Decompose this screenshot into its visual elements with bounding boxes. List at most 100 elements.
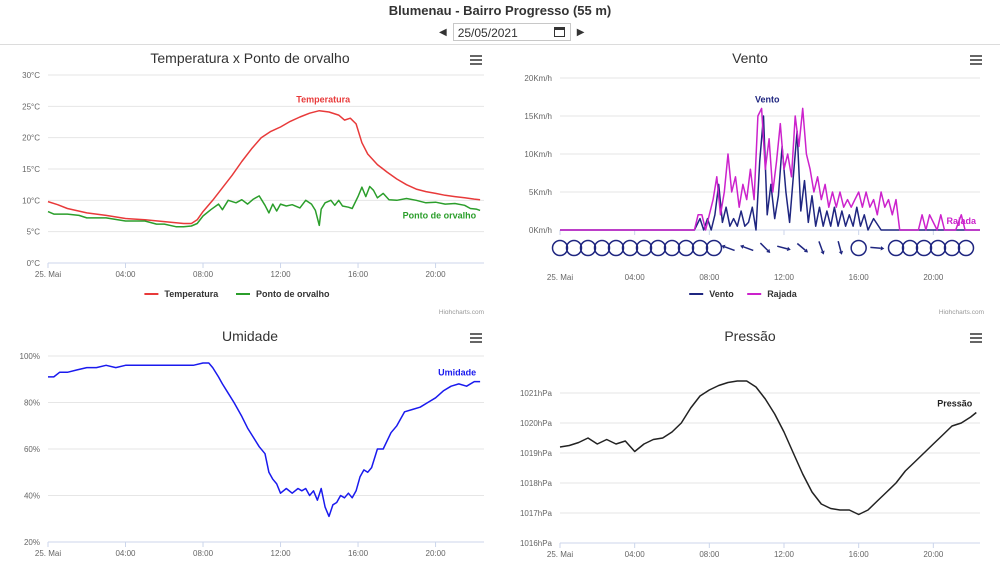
x-tick-label: 25. Mai [547,273,573,282]
wind-direction-arrow-icon [740,244,754,252]
date-value: 25/05/2021 [457,26,518,40]
y-tick-label: 80% [24,399,40,408]
date-navigator: ◀ 25/05/2021 ▶ [436,22,587,42]
x-tick-label: 20:00 [923,273,944,282]
x-tick-label: 25. Mai [35,549,61,558]
chart-title: Vento [732,50,768,66]
series-end-label-rajada: Rajada [946,216,977,226]
y-tick-label: 60% [24,445,40,454]
calm-wind-circle [663,239,681,257]
x-tick-label: 20:00 [426,549,447,558]
x-tick-label: 04:00 [115,270,136,279]
calm-wind-circle [915,239,933,257]
series-line-rajada [560,107,980,231]
x-tick-label: 04:00 [625,273,646,282]
wind-direction-arrow-icon [818,241,825,255]
pressure-chart: Pressão 1016hPa 1017hPa 1018hPa 1019hPa 1020h… [520,328,982,559]
chart-panel-vento: Vento 0Km/h 5Km/h 10Km/h 15Km/h 20Km/h 25. Mai… [500,44,1000,314]
x-tick-label: 12:00 [271,270,292,279]
wind-chart: Vento 0Km/h 5Km/h 10Km/h 15Km/h 20Km/h 25. Mai… [524,50,984,314]
y-tick-label: 20Km/h [524,74,552,83]
x-tick-label: 04:00 [115,549,136,558]
y-tick-label: 0°C [27,259,41,268]
series-end-label-pressao: Pressão [937,399,973,409]
wind-direction-arrow-icon [777,245,791,252]
legend-item-rajada[interactable]: Rajada [747,289,798,299]
y-tick-label: 40% [24,492,40,501]
legend-item-vento[interactable]: Vento [689,289,734,299]
chart-title: Umidade [222,328,278,344]
calm-wind-circle [551,239,569,257]
highcharts-credit: Highcharts.com [439,309,484,314]
chart-menu-icon[interactable] [470,333,482,343]
calm-wind-circle [957,239,975,257]
chart-title: Temperatura x Ponto de orvalho [150,50,349,66]
legend-item-temperatura[interactable]: Temperatura [144,289,219,299]
x-tick-label: 25. Mai [35,270,61,279]
legend-label: Temperatura [164,289,219,299]
calm-wind-circle [929,239,947,257]
series-line-ponto-de-orvalho [47,185,481,228]
series-point-label-temperatura: Temperatura [296,95,351,105]
humidity-chart: Umidade 20% 40% 60% 80% 100% 25. Mai 04:00 08:00… [20,328,484,558]
series-line-vento [560,115,980,231]
calm-wind-circle [943,239,961,257]
x-tick-label: 20:00 [426,270,447,279]
next-day-arrow-icon[interactable]: ▶ [576,26,585,38]
calm-wind-circle [691,239,709,257]
y-tick-label: 20% [24,538,40,547]
calm-wind-circle [593,239,611,257]
y-tick-label: 1016hPa [520,539,553,548]
calm-wind-circle [887,239,905,257]
x-tick-label: 16:00 [849,273,870,282]
y-tick-label: 5Km/h [529,188,552,197]
x-tick-label: 16:00 [849,550,870,559]
x-tick-label: 08:00 [193,270,214,279]
calm-wind-circle [621,239,639,257]
chart-menu-icon[interactable] [470,55,482,65]
y-tick-label: 10°C [22,196,40,205]
legend-label: Vento [709,289,734,299]
legend-label: Ponto de orvalho [256,289,330,299]
calm-wind-circle [901,239,919,257]
calm-wind-circle [677,239,695,257]
chart-menu-icon[interactable] [970,55,982,65]
y-tick-label: 0Km/h [529,226,552,235]
highcharts-credit: Highcharts.com [939,309,984,314]
y-tick-label: 5°C [27,228,41,237]
calm-wind-circle [579,239,597,257]
calm-wind-circle [607,239,625,257]
x-tick-label: 12:00 [774,550,795,559]
temperature-dewpoint-chart: Temperatura x Ponto de orvalho 0°C 5°C 10°C… [22,50,484,314]
calm-wind-circle [565,239,583,257]
chart-panel-pressao: Pressão 1016hPa 1017hPa 1018hPa 1019hPa 1020h… [500,314,1000,570]
x-tick-label: 16:00 [348,549,369,558]
x-tick-label: 20:00 [923,550,944,559]
series-line-pressao [559,380,977,516]
x-tick-label: 08:00 [699,550,720,559]
wind-direction-arrow-icon [870,246,885,251]
x-tick-label: 16:00 [348,270,369,279]
series-end-label-umidade: Umidade [438,368,476,378]
y-tick-label: 1017hPa [520,509,553,518]
legend-label: Rajada [767,289,798,299]
y-tick-label: 25°C [22,102,40,111]
x-tick-label: 04:00 [625,550,646,559]
chart-menu-icon[interactable] [970,333,982,343]
x-tick-label: 12:00 [271,549,292,558]
chart-title: Pressão [724,328,776,344]
station-title: Blumenau - Bairro Progresso (55 m) [388,3,612,18]
y-tick-label: 10Km/h [524,150,552,159]
x-tick-label: 08:00 [699,273,720,282]
legend-item-ponto-de-orvalho[interactable]: Ponto de orvalho [236,289,330,299]
calendar-icon[interactable] [553,27,565,37]
series-end-label-ponto-de-orvalho: Ponto de orvalho [403,210,477,220]
y-tick-label: 100% [20,352,40,361]
y-tick-label: 20°C [22,134,40,143]
y-tick-label: 1019hPa [520,449,553,458]
wind-direction-arrow-icon [721,244,735,252]
series-line-temperatura [47,109,481,225]
previous-day-arrow-icon[interactable]: ◀ [439,26,447,38]
date-input[interactable]: 25/05/2021 [452,23,571,41]
wind-direction-arrow-icon [796,242,809,253]
